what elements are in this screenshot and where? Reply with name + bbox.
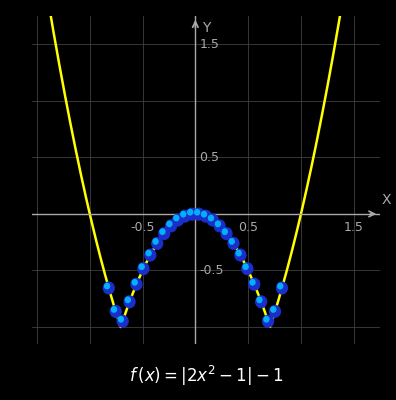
Circle shape bbox=[255, 295, 267, 308]
Circle shape bbox=[269, 305, 281, 318]
Text: 0.5: 0.5 bbox=[200, 151, 220, 164]
Text: -0.5: -0.5 bbox=[130, 221, 155, 234]
Circle shape bbox=[222, 228, 228, 235]
Circle shape bbox=[221, 227, 233, 240]
Circle shape bbox=[172, 214, 184, 226]
Text: Y: Y bbox=[202, 20, 210, 34]
Circle shape bbox=[207, 214, 219, 226]
Circle shape bbox=[276, 282, 288, 294]
Circle shape bbox=[208, 215, 214, 222]
Text: 1.5: 1.5 bbox=[344, 221, 364, 234]
Circle shape bbox=[242, 263, 249, 270]
Circle shape bbox=[179, 210, 191, 223]
Circle shape bbox=[270, 306, 276, 313]
Circle shape bbox=[193, 208, 205, 221]
Circle shape bbox=[118, 316, 124, 323]
Text: $f\,(x) = |2x^2-1|-1$: $f\,(x) = |2x^2-1|-1$ bbox=[129, 364, 283, 388]
Text: 0.5: 0.5 bbox=[238, 221, 258, 234]
Text: 1.5: 1.5 bbox=[200, 38, 219, 51]
Circle shape bbox=[137, 262, 150, 275]
Circle shape bbox=[166, 220, 173, 227]
Circle shape bbox=[194, 209, 200, 216]
Text: -0.5: -0.5 bbox=[200, 264, 224, 277]
Circle shape bbox=[241, 262, 253, 275]
Circle shape bbox=[125, 296, 131, 303]
Circle shape bbox=[248, 278, 260, 291]
Circle shape bbox=[152, 238, 159, 245]
Circle shape bbox=[165, 219, 177, 232]
Circle shape bbox=[103, 282, 115, 294]
Circle shape bbox=[213, 219, 226, 232]
Circle shape bbox=[159, 228, 166, 235]
Circle shape bbox=[144, 248, 156, 262]
Circle shape bbox=[139, 263, 145, 270]
Circle shape bbox=[111, 306, 117, 313]
Circle shape bbox=[130, 278, 143, 291]
Circle shape bbox=[249, 279, 256, 286]
Circle shape bbox=[145, 250, 152, 256]
Circle shape bbox=[151, 237, 164, 250]
Circle shape bbox=[228, 238, 235, 245]
Circle shape bbox=[236, 250, 242, 256]
Text: X: X bbox=[381, 193, 391, 207]
Circle shape bbox=[234, 248, 247, 262]
Circle shape bbox=[200, 210, 212, 223]
Circle shape bbox=[180, 211, 187, 218]
Circle shape bbox=[124, 295, 136, 308]
Circle shape bbox=[256, 296, 263, 303]
Circle shape bbox=[131, 279, 138, 286]
Circle shape bbox=[116, 315, 129, 328]
Circle shape bbox=[263, 316, 270, 323]
Circle shape bbox=[262, 315, 274, 328]
Circle shape bbox=[227, 237, 240, 250]
Circle shape bbox=[277, 283, 284, 290]
Circle shape bbox=[187, 209, 193, 216]
Circle shape bbox=[186, 208, 198, 221]
Circle shape bbox=[110, 305, 122, 318]
Circle shape bbox=[104, 283, 110, 290]
Circle shape bbox=[201, 211, 207, 218]
Circle shape bbox=[173, 215, 179, 222]
Circle shape bbox=[158, 227, 170, 240]
Circle shape bbox=[215, 220, 221, 227]
